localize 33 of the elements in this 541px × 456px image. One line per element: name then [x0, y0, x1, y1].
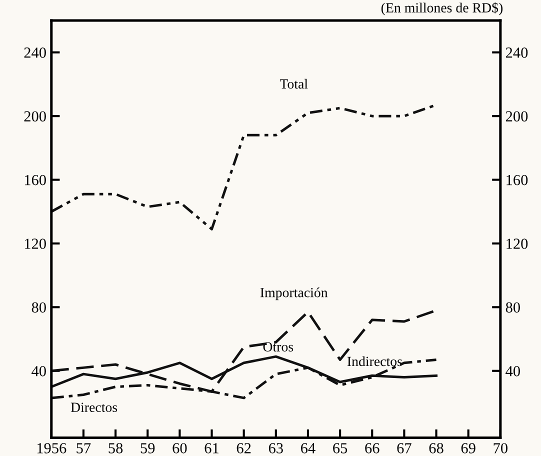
x-tick-label: 65 — [333, 443, 348, 454]
x-tick-label: 64 — [301, 443, 316, 454]
x-tick-label: 68 — [429, 443, 444, 454]
y-tick-label: 40 — [32, 366, 46, 376]
y-tick-label: 80 — [32, 302, 46, 313]
x-tick-label: 59 — [140, 443, 155, 454]
y2-tick-label: 80 — [506, 302, 520, 313]
y2-tick-label: 160 — [506, 174, 528, 186]
annotation: Total — [280, 78, 308, 89]
x-tick-label: 57 — [76, 443, 91, 454]
x-tick-label: 1956 — [37, 443, 66, 454]
annotation: Indirectos — [347, 356, 402, 366]
x-tick-label: 60 — [172, 443, 187, 454]
annotation: Importación — [260, 288, 328, 300]
annotation: Directos — [70, 402, 118, 412]
y-tick-label: 120 — [24, 238, 46, 249]
x-tick-label: 63 — [268, 443, 283, 454]
x-tick-label: 66 — [365, 443, 380, 454]
y2-tick-label: 120 — [506, 238, 528, 249]
x-tick-label: 70 — [494, 443, 508, 454]
annotation: Otros — [263, 342, 294, 352]
y2-tick-label: 40 — [506, 366, 520, 376]
chart-subtitle: (En millones de RD$) — [381, 2, 503, 16]
x-tick-label: 58 — [108, 443, 123, 454]
x-tick-label: 69 — [461, 443, 476, 454]
y2-tick-label: 240 — [506, 48, 528, 58]
x-tick-label: 67 — [397, 443, 412, 454]
y-tick-label: 160 — [24, 174, 46, 186]
x-tick-label: 61 — [204, 443, 218, 454]
x-tick-label: 62 — [236, 443, 251, 454]
y-tick-label: 240 — [24, 48, 46, 58]
y-tick-label: 200 — [24, 111, 46, 122]
y2-tick-label: 200 — [506, 111, 528, 122]
